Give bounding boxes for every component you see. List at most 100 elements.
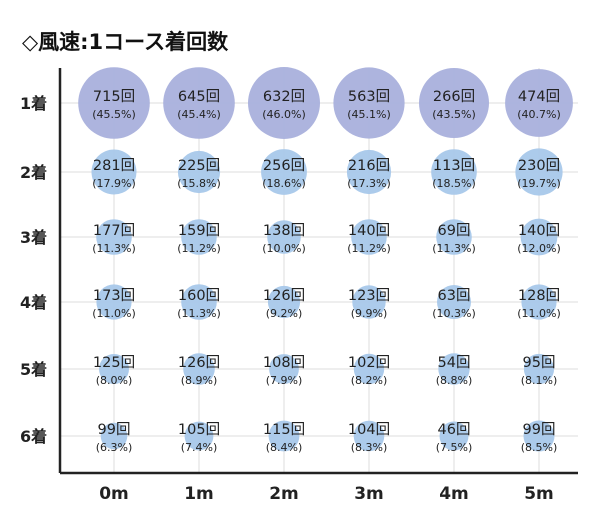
count-label-r1-c5: 266回 [433, 88, 475, 105]
bubble-r6-c4 [353, 420, 385, 452]
pct-label-r6-c3: (8.4%) [266, 441, 303, 454]
count-label-r3-c3: 138回 [263, 222, 305, 239]
pct-label-r6-c1: (6.3%) [96, 441, 133, 454]
bubble-r1-c1 [78, 67, 150, 139]
bubble-r6-c3 [268, 420, 300, 452]
bubble-r5-c4 [353, 353, 385, 385]
bubble-r6-c1 [100, 422, 128, 450]
bubble-r6-c6 [523, 420, 555, 452]
count-label-r1-c3: 632回 [263, 88, 305, 105]
count-label-r6-c3: 115回 [263, 421, 305, 438]
pct-label-r5-c1: (8.0%) [96, 374, 133, 387]
bubble-r2-c1 [91, 149, 137, 195]
count-label-r5-c4: 102回 [348, 354, 390, 371]
pct-label-r4-c5: (10.3%) [432, 307, 476, 320]
pct-label-r3-c3: (10.0%) [262, 242, 306, 255]
count-label-r4-c5: 63回 [438, 287, 471, 304]
pct-label-r1-c4: (45.1%) [347, 108, 391, 121]
count-label-r3-c5: 69回 [438, 222, 471, 239]
pct-label-r1-c1: (45.5%) [92, 108, 136, 121]
pct-label-r3-c6: (12.0%) [517, 242, 561, 255]
count-label-r2-c6: 230回 [518, 157, 560, 174]
count-label-r3-c2: 159回 [178, 222, 220, 239]
bubble-r5-c2 [183, 353, 215, 385]
pct-label-r5-c3: (7.9%) [266, 374, 303, 387]
pct-label-r6-c4: (8.3%) [351, 441, 388, 454]
bubble-r5-c1 [99, 354, 129, 384]
pct-label-r2-c1: (17.9%) [92, 177, 136, 190]
bubble-r3-c1 [96, 219, 132, 255]
bubble-r3-c6 [520, 218, 558, 256]
pct-label-r4-c4: (9.9%) [351, 307, 388, 320]
bubble-r3-c4 [351, 219, 387, 255]
bubble-r3-c5 [436, 219, 472, 255]
pct-label-r6-c5: (7.5%) [436, 441, 473, 454]
bubble-r3-c3 [267, 220, 301, 254]
pct-label-r2-c3: (18.6%) [262, 177, 306, 190]
count-label-r1-c4: 563回 [348, 88, 390, 105]
pct-label-r2-c4: (17.3%) [347, 177, 391, 190]
pct-label-r2-c5: (18.5%) [432, 177, 476, 190]
row-label-3: 3着 [20, 228, 47, 247]
pct-label-r4-c3: (9.2%) [266, 307, 303, 320]
count-label-r5-c5: 54回 [438, 354, 471, 371]
pct-label-r5-c4: (8.2%) [351, 374, 388, 387]
count-label-r6-c2: 105回 [178, 421, 220, 438]
bubble-r1-c3 [248, 67, 320, 139]
pct-label-r5-c2: (8.9%) [181, 374, 218, 387]
count-label-r2-c4: 216回 [348, 157, 390, 174]
pct-label-r1-c6: (40.7%) [517, 108, 561, 121]
bubble-r4-c3 [267, 285, 301, 319]
bubble-r1-c5 [419, 68, 489, 138]
pct-label-r1-c5: (43.5%) [432, 108, 476, 121]
column-label-1m: 1m [184, 484, 214, 504]
chart-title: ◇風速:1コース着回数 [22, 30, 229, 54]
bubble-r2-c5 [431, 149, 477, 195]
bubble-r6-c5 [439, 421, 469, 451]
column-label-2m: 2m [269, 484, 299, 504]
pct-label-r3-c1: (11.3%) [92, 242, 136, 255]
bubble-r4-c2 [181, 284, 217, 320]
row-label-5: 5着 [20, 360, 47, 379]
pct-label-r5-c6: (8.1%) [521, 374, 558, 387]
bubbles [78, 67, 573, 452]
count-label-r3-c1: 177回 [93, 222, 135, 239]
count-label-r2-c3: 256回 [263, 157, 305, 174]
bubble-r4-c5 [437, 285, 471, 319]
pct-label-r4-c6: (11.0%) [517, 307, 561, 320]
pct-label-r6-c6: (8.5%) [521, 441, 558, 454]
count-label-r1-c6: 474回 [518, 88, 560, 105]
bubble-r4-c1 [96, 284, 132, 320]
bubble-r4-c6 [521, 284, 557, 320]
bubble-r5-c3 [269, 354, 299, 384]
count-label-r2-c1: 281回 [93, 157, 135, 174]
count-label-r5-c3: 108回 [263, 354, 305, 371]
count-label-r5-c6: 95回 [523, 354, 556, 371]
pct-label-r3-c5: (11.3%) [432, 242, 476, 255]
count-label-r3-c6: 140回 [518, 222, 560, 239]
count-label-r6-c6: 99回 [523, 421, 556, 438]
bubble-r2-c2 [177, 150, 221, 194]
bubble-r2-c3 [261, 149, 307, 195]
axes [58, 68, 578, 475]
pct-label-r5-c5: (8.8%) [436, 374, 473, 387]
bubble-r4-c4 [352, 285, 386, 319]
count-label-r4-c4: 123回 [348, 287, 390, 304]
count-label-r4-c1: 173回 [93, 287, 135, 304]
pct-label-r4-c2: (11.3%) [177, 307, 221, 320]
count-label-r6-c4: 104回 [348, 421, 390, 438]
pct-label-r1-c2: (45.4%) [177, 108, 221, 121]
row-label-1: 1着 [20, 94, 47, 113]
pct-label-r3-c2: (11.2%) [177, 242, 221, 255]
count-label-r6-c1: 99回 [98, 421, 131, 438]
column-label-4m: 4m [439, 484, 469, 504]
column-label-5m: 5m [524, 484, 554, 504]
row-label-2: 2着 [20, 163, 47, 182]
pct-label-r1-c3: (46.0%) [262, 108, 306, 121]
bubble-r6-c2 [184, 421, 214, 451]
count-label-r4-c6: 128回 [518, 287, 560, 304]
count-label-r6-c5: 46回 [438, 421, 471, 438]
bubble-r3-c2 [181, 219, 217, 255]
cell-labels: 715回 (45.5%) 645回 (45.4%) 632回 (46.0%) 563回 (45… [92, 88, 561, 454]
bubble-r2-c4 [346, 149, 392, 195]
